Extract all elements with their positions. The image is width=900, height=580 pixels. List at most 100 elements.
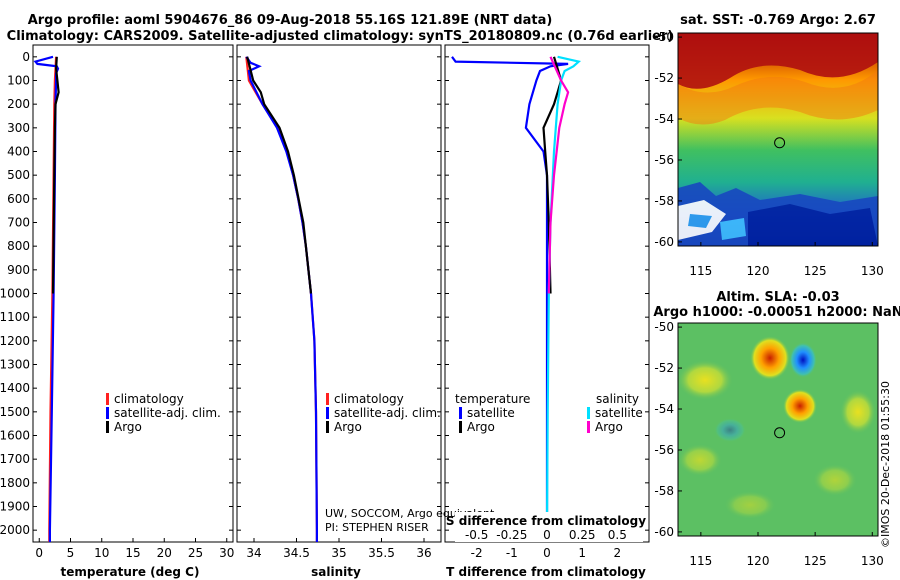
depth-tick-label: 100: [7, 74, 30, 88]
depth-tick-label: 1300: [0, 358, 30, 372]
legend-satellite-swatch: [326, 407, 329, 419]
legend-t-argo-label: Argo: [467, 420, 495, 434]
depth-tick-label: 200: [7, 97, 30, 111]
map-y-tick-label: -56: [654, 153, 674, 167]
map-y-tick-label: -52: [654, 71, 674, 85]
map-y-tick-label: -50: [654, 320, 674, 334]
argo-location-marker: [774, 137, 786, 149]
s-tick-label: -0.25: [496, 528, 527, 542]
x-tick-label: 5: [67, 546, 75, 560]
legend-t-satellite-label: satellite: [467, 406, 515, 420]
legend-argo-swatch: [326, 421, 329, 433]
figure-title-line2: Climatology: CARS2009. Satellite-adjuste…: [7, 29, 674, 44]
legend-argo-label: Argo: [114, 420, 142, 434]
legend-s-satellite-label: satellite: [595, 406, 643, 420]
depth-tick-label: 600: [7, 192, 30, 206]
map-x-tick-label: 130: [861, 554, 884, 568]
series-line-argo: [51, 56, 60, 294]
legend-climatology-swatch: [326, 393, 329, 405]
legend-salinity-header: salinity: [596, 392, 639, 406]
salinity-panel: 34 34.5 35 35.5 36 salinity climatology sate…: [236, 44, 495, 579]
x-tick-label: -1: [506, 546, 518, 560]
sla-eddies: [677, 336, 876, 519]
t-difference-xlabel: T difference from climatology: [446, 565, 646, 579]
legend-satellite-label: satellite-adj. clim.: [114, 406, 221, 420]
x-tick-label: -2: [471, 546, 483, 560]
s-tick-label: 0.25: [569, 528, 596, 542]
series-line-temperature-satellite: [451, 56, 569, 531]
map-x-tick-label: 115: [689, 554, 712, 568]
depth-axis: 0 100 200 300 400 500 600 700 800 900 1000 1100 1200…: [0, 50, 649, 537]
depth-tick-label: 1600: [0, 429, 30, 443]
depth-tick-label: 1400: [0, 381, 30, 395]
depth-tick-label: 0: [22, 50, 30, 64]
temperature-legend: climatology satellite-adj. clim. Argo: [106, 392, 221, 434]
temperature-panel: 0 5 10 15 20 25 30 temperature (deg C) climato…: [32, 44, 234, 579]
x-tick-label: 0: [35, 546, 43, 560]
sla-map-title: Altim. SLA: -0.03: [716, 290, 839, 305]
argo-location-marker: [774, 427, 786, 439]
depth-tick-label: 1000: [0, 287, 30, 301]
s-difference-ticks: -0.5 -0.25 0 0.25 0.5: [465, 528, 627, 542]
map-x-tick-label: 130: [861, 264, 884, 278]
map-y-tick-label: -60: [654, 525, 674, 539]
legend-satellite-swatch: [106, 407, 109, 419]
figure-title-line1: Argo profile: aoml 5904676_86 09-Aug-201…: [28, 13, 553, 28]
series-line-argo: [246, 56, 313, 294]
depth-tick-label: 1100: [0, 310, 30, 324]
legend-s-argo-label: Argo: [595, 420, 623, 434]
depth-tick-label: 300: [7, 121, 30, 135]
map-y-tick-label: -54: [654, 112, 674, 126]
salinity-legend: climatology satellite-adj. clim. Argo: [326, 392, 441, 434]
x-tick-label: 34: [246, 546, 261, 560]
map-y-tick-label: -54: [654, 402, 674, 416]
map-x-tick-label: 120: [747, 264, 770, 278]
series-line-climatology: [245, 56, 318, 542]
depth-tick-label: 2000: [0, 523, 30, 537]
temperature-xlabel: temperature (deg C): [61, 565, 200, 579]
map-x-tick-label: 115: [689, 264, 712, 278]
x-tick-label: 30: [219, 546, 234, 560]
x-tick-label: 25: [188, 546, 203, 560]
salinity-xlabel: salinity: [311, 565, 361, 579]
map-y-tick-label: -58: [654, 194, 674, 208]
legend-climatology-label: climatology: [114, 392, 184, 406]
legend-satellite-label: satellite-adj. clim.: [334, 406, 441, 420]
sla-map-subtitle: Argo h1000: -0.00051 h2000: NaN: [653, 305, 900, 320]
s-tick-label: 0.5: [608, 528, 627, 542]
map-y-tick-label: -50: [654, 30, 674, 44]
difference-legend: temperature salinity satellite Argo sate…: [455, 392, 643, 434]
depth-tick-label: 1500: [0, 405, 30, 419]
map-y-tick-label: -56: [654, 443, 674, 457]
sla-map: Altim. SLA: -0.03 Argo h1000: -0.00051 h…: [653, 290, 900, 568]
legend-temperature-header: temperature: [455, 392, 530, 406]
imos-watermark: ©IMOS 20-Dec-2018 01:55:30: [879, 381, 892, 548]
x-tick-label: 35.5: [368, 546, 395, 560]
x-tick-label: 10: [94, 546, 109, 560]
depth-tick-label: 1700: [0, 452, 30, 466]
legend-s-argo-swatch: [587, 421, 590, 433]
x-tick-label: 1: [578, 546, 586, 560]
s-tick-label: -0.5: [465, 528, 488, 542]
legend-climatology-label: climatology: [334, 392, 404, 406]
series-line-salinity-argo: [547, 56, 570, 294]
x-tick-label: 15: [125, 546, 140, 560]
legend-argo-swatch: [106, 421, 109, 433]
legend-t-satellite-swatch: [459, 407, 462, 419]
x-tick-label: 0: [543, 546, 551, 560]
depth-tick-label: 800: [7, 239, 30, 253]
depth-tick-label: 1900: [0, 500, 30, 514]
attribution-line2: PI: STEPHEN RISER: [325, 521, 429, 534]
depth-tick-label: 700: [7, 216, 30, 230]
map-y-tick-label: -60: [654, 235, 674, 249]
map-x-tick-label: 120: [747, 554, 770, 568]
x-tick-label: 35: [331, 546, 346, 560]
sst-texture: [678, 33, 878, 246]
legend-t-argo-swatch: [459, 421, 462, 433]
legend-argo-label: Argo: [334, 420, 362, 434]
series-line-satellite-adj.-clim.: [33, 55, 60, 542]
series-line-salinity-satellite: [545, 55, 582, 531]
s-tick-label: 0: [543, 528, 551, 542]
attribution-line1: UW, SOCCOM, Argo equivalent: [325, 507, 495, 520]
